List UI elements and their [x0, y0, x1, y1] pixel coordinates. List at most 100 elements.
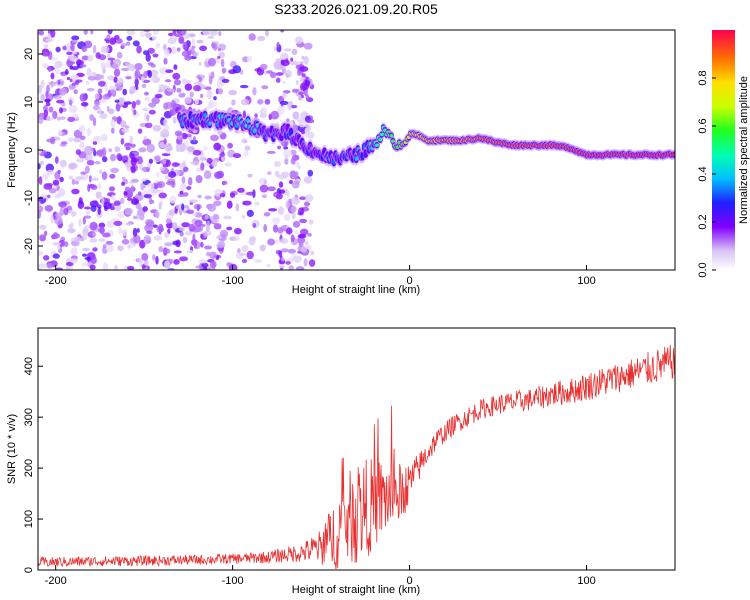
heatmap-cell — [150, 63, 156, 68]
heatmap-cell — [85, 80, 90, 85]
heatmap-cell — [86, 88, 95, 92]
heatmap-cell — [110, 153, 116, 162]
heatmap-cell — [71, 240, 80, 247]
heatmap-cell — [127, 245, 131, 249]
heatmap-cell — [69, 65, 73, 70]
heatmap-cell — [54, 212, 63, 218]
heatmap-cell — [107, 75, 115, 81]
x-tick-label: 100 — [577, 275, 595, 287]
heatmap-cell — [48, 83, 57, 87]
heatmap-cell — [143, 235, 152, 245]
heatmap-cell — [124, 125, 130, 129]
colorbar-label: Normalized spectral amplitude — [738, 76, 750, 224]
heatmap-cell — [166, 88, 176, 92]
heatmap-cell — [159, 166, 166, 172]
heatmap-cell — [200, 162, 205, 171]
heatmap-cell — [303, 56, 309, 65]
heatmap-cell — [102, 262, 109, 270]
heatmap-cell — [65, 69, 69, 75]
heatmap-cell — [107, 57, 116, 61]
heatmap-cell — [184, 83, 193, 91]
heatmap-cell — [89, 264, 96, 270]
heatmap-cell — [196, 39, 204, 44]
heatmap-cell — [159, 67, 169, 75]
heatmap-cell — [254, 113, 258, 118]
heatmap-cell — [142, 206, 148, 212]
heatmap-cell — [183, 166, 189, 172]
heatmap-cell — [41, 50, 51, 57]
heatmap-cell — [71, 178, 76, 185]
heatmap-cell — [165, 69, 174, 73]
heatmap-cell — [127, 197, 133, 201]
heatmap-cell — [52, 110, 58, 120]
heatmap-cell — [147, 47, 155, 54]
heatmap-cell — [290, 61, 298, 66]
heatmap-cell — [151, 189, 160, 194]
colorbar-tick-label: 0.8 — [697, 70, 709, 85]
heatmap-cell — [59, 107, 63, 114]
heatmap-cell — [79, 64, 87, 68]
heatmap-cell — [285, 227, 293, 235]
heatmap-cell — [221, 67, 227, 74]
heatmap-cell — [244, 145, 251, 151]
y-tick-label: 0 — [23, 567, 35, 573]
heatmap-cell — [290, 57, 294, 62]
heatmap-cell — [94, 93, 100, 100]
heatmap-cell — [65, 266, 70, 270]
heatmap-cell — [69, 55, 78, 62]
heatmap-cell — [98, 80, 107, 87]
heatmap-cell — [188, 199, 198, 203]
heatmap-cell — [202, 30, 211, 36]
heatmap-cell — [171, 222, 178, 230]
heatmap-cell — [103, 201, 112, 210]
heatmap-cell — [121, 239, 130, 245]
heatmap-cell — [83, 231, 88, 241]
heatmap-cell — [275, 193, 283, 200]
heatmap-cell — [121, 181, 125, 186]
heatmap-cell — [305, 94, 310, 101]
y-tick-label: 0 — [23, 147, 35, 153]
heatmap-cell — [226, 200, 233, 209]
heatmap-cell — [50, 72, 55, 80]
heatmap-cell — [52, 242, 62, 246]
heatmap-cell — [110, 119, 116, 128]
x-tick-label: -200 — [45, 575, 67, 587]
heatmap-cell — [46, 262, 53, 269]
heatmap-cell — [65, 261, 74, 267]
heatmap-cell — [263, 212, 271, 217]
heatmap-cell — [104, 83, 108, 93]
heatmap-cell — [105, 240, 114, 245]
heatmap-cell — [145, 53, 151, 62]
heatmap-cell — [194, 219, 203, 227]
heatmap-cell — [276, 41, 280, 48]
heatmap-cell — [252, 87, 257, 96]
heatmap-cell — [168, 209, 176, 216]
heatmap-cell — [189, 91, 194, 98]
heatmap-cell — [102, 232, 111, 238]
heatmap-cell — [152, 224, 158, 228]
heatmap-cell — [181, 222, 190, 228]
heatmap-cell — [89, 238, 98, 243]
heatmap-cell — [147, 70, 152, 79]
heatmap-cell — [106, 220, 114, 228]
heatmap-cell — [291, 48, 298, 56]
heatmap-cell — [206, 90, 213, 100]
heatmap-cell — [309, 219, 314, 225]
heatmap-cell — [154, 182, 163, 188]
heatmap-cell — [180, 183, 187, 192]
heatmap-cell — [206, 223, 211, 231]
heatmap-cell — [185, 80, 192, 84]
heatmap-cell — [134, 151, 139, 159]
heatmap-cell — [194, 212, 203, 218]
heatmap-cell — [143, 259, 149, 266]
heatmap-cell — [164, 175, 169, 179]
heatmap-cell — [120, 120, 127, 128]
heatmap-cell — [201, 262, 209, 268]
heatmap-cell — [166, 181, 175, 186]
heatmap-cell — [67, 137, 74, 143]
heatmap-cell — [246, 55, 253, 63]
heatmap-cell — [110, 89, 117, 95]
heatmap-cell — [160, 133, 170, 138]
heatmap-cell — [155, 42, 161, 49]
heatmap-cell — [143, 136, 147, 140]
